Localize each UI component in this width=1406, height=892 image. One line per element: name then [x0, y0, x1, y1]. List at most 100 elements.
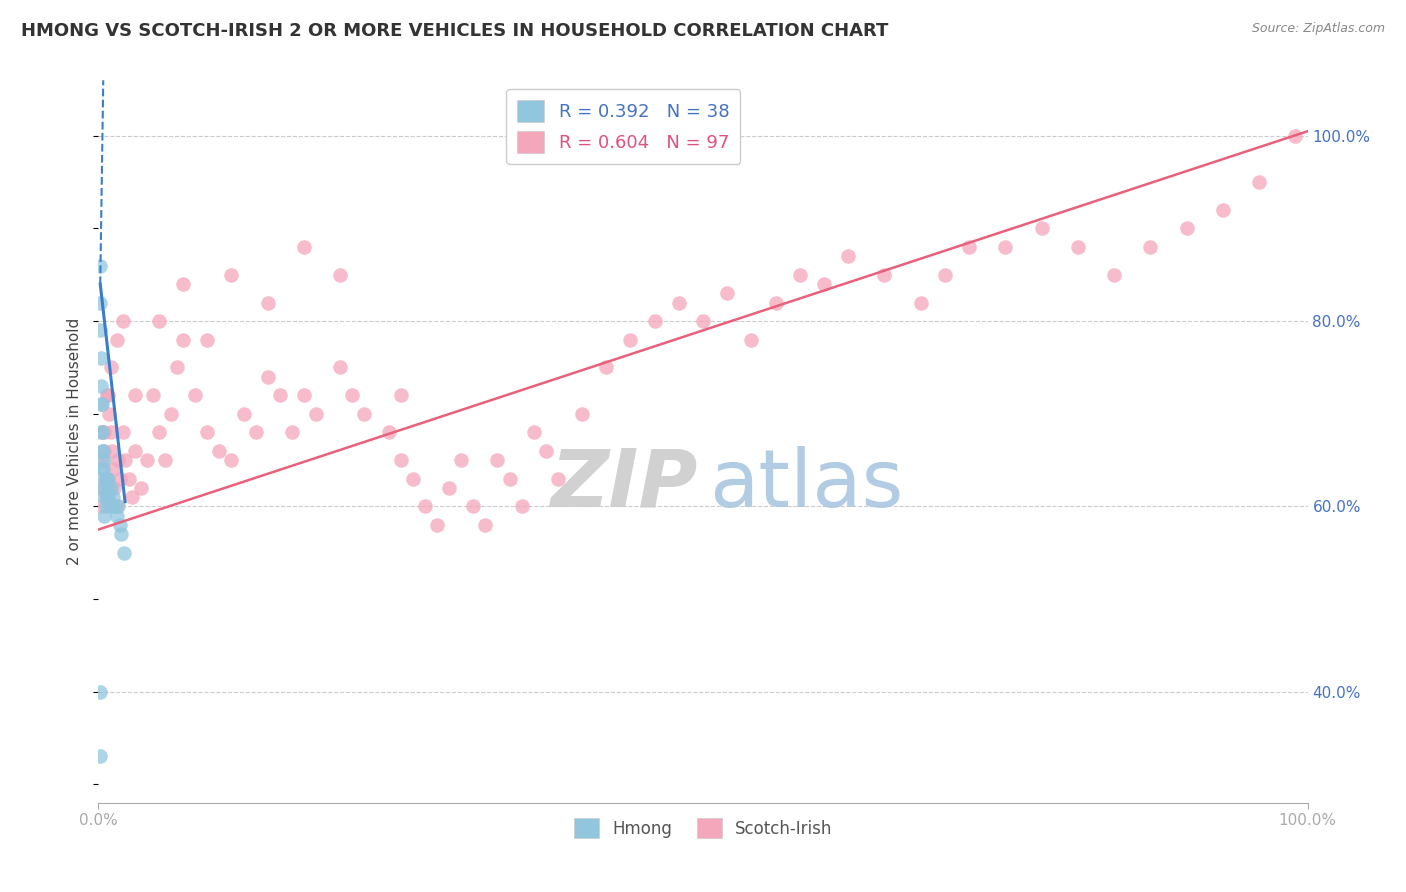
Point: [765, 295, 787, 310]
Point: [148, 314, 170, 328]
Point: [873, 268, 896, 282]
Point: [89, 323, 111, 337]
Point: [94, 472, 117, 486]
Point: [450, 453, 472, 467]
Point: [90, 397, 112, 411]
Point: [121, 490, 143, 504]
Point: [934, 268, 956, 282]
Point: [281, 425, 304, 440]
Point: [111, 314, 134, 328]
Point: [91, 481, 114, 495]
Point: [232, 407, 254, 421]
Point: [1284, 128, 1306, 143]
Point: [93, 490, 115, 504]
Point: [91, 453, 114, 467]
Point: [523, 425, 546, 440]
Point: [94, 500, 117, 514]
Point: [692, 314, 714, 328]
Point: [957, 240, 980, 254]
Point: [98, 407, 121, 421]
Point: [437, 481, 460, 495]
Point: [837, 249, 859, 263]
Point: [716, 286, 738, 301]
Point: [91, 425, 114, 440]
Point: [644, 314, 666, 328]
Point: [377, 425, 399, 440]
Point: [221, 453, 243, 467]
Point: [1102, 268, 1125, 282]
Point: [93, 472, 115, 486]
Point: [1249, 175, 1271, 189]
Point: [910, 295, 932, 310]
Point: [413, 500, 436, 514]
Point: [166, 360, 188, 375]
Point: [90, 425, 112, 440]
Point: [195, 425, 218, 440]
Point: [98, 500, 121, 514]
Point: [221, 268, 243, 282]
Point: [112, 546, 135, 560]
Point: [342, 388, 364, 402]
Point: [94, 481, 117, 495]
Point: [619, 333, 641, 347]
Point: [97, 472, 120, 486]
Point: [184, 388, 207, 402]
Point: [329, 268, 352, 282]
Point: [740, 333, 762, 347]
Point: [91, 397, 114, 411]
Point: [93, 443, 115, 458]
Point: [91, 462, 114, 476]
Point: [91, 462, 114, 476]
Point: [571, 407, 593, 421]
Point: [107, 453, 129, 467]
Point: [93, 508, 115, 523]
Point: [100, 425, 122, 440]
Point: [96, 490, 118, 504]
Point: [172, 333, 194, 347]
Text: atlas: atlas: [709, 446, 904, 524]
Point: [129, 481, 152, 495]
Point: [160, 407, 183, 421]
Point: [305, 407, 328, 421]
Point: [90, 379, 112, 393]
Point: [89, 684, 111, 698]
Point: [195, 333, 218, 347]
Point: [100, 481, 122, 495]
Point: [292, 388, 315, 402]
Point: [91, 443, 114, 458]
Point: [789, 268, 811, 282]
Point: [1067, 240, 1090, 254]
Point: [91, 500, 114, 514]
Point: [110, 527, 132, 541]
Point: [105, 500, 128, 514]
Point: [91, 443, 114, 458]
Point: [96, 388, 118, 402]
Point: [100, 360, 122, 375]
Point: [486, 453, 509, 467]
Point: [100, 500, 122, 514]
Point: [256, 295, 278, 310]
Point: [135, 453, 157, 467]
Point: [118, 472, 141, 486]
Point: [1139, 240, 1161, 254]
Point: [108, 517, 131, 532]
Point: [329, 360, 352, 375]
Point: [668, 295, 690, 310]
Point: [94, 472, 117, 486]
Point: [595, 360, 617, 375]
Point: [1212, 202, 1234, 217]
Point: [90, 481, 112, 495]
Point: [389, 453, 412, 467]
Point: [101, 490, 124, 504]
Point: [292, 240, 315, 254]
Text: Source: ZipAtlas.com: Source: ZipAtlas.com: [1251, 22, 1385, 36]
Point: [108, 472, 131, 486]
Point: [124, 443, 146, 458]
Point: [498, 472, 520, 486]
Point: [90, 351, 112, 366]
Point: [89, 749, 111, 764]
Point: [105, 333, 128, 347]
Legend: Hmong, Scotch-Irish: Hmong, Scotch-Irish: [567, 812, 839, 845]
Point: [93, 425, 115, 440]
Point: [1031, 221, 1053, 235]
